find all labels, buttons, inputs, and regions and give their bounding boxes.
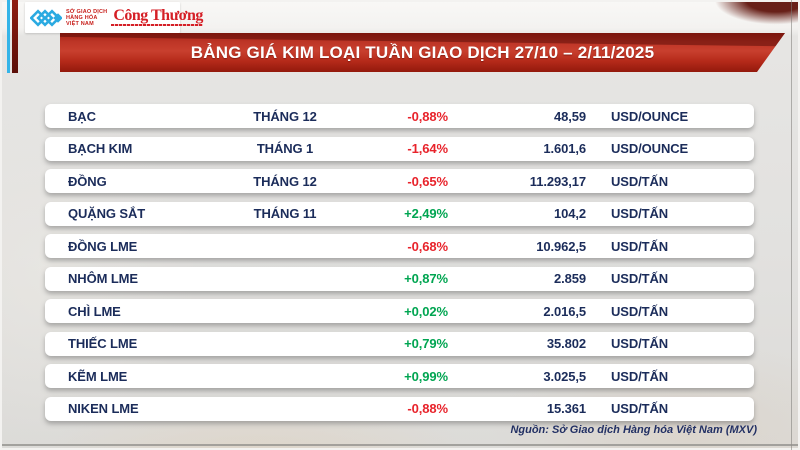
left-cyan-stripe <box>7 0 10 73</box>
price-unit: USD/OUNCE <box>611 141 689 156</box>
price-value: 1.601,6 <box>543 141 586 156</box>
percent-change: +0,87% <box>404 271 448 286</box>
mxv-text-line3: VIỆT NAM <box>66 20 94 27</box>
price-value: 35.802 <box>546 336 586 351</box>
table-row: BẠCH KIM THÁNG 1 -1,64% 1.601,6 USD/OUNC… <box>45 136 754 161</box>
table-row: THIẾC LME +0,79% 35.802 USD/TẤN <box>45 331 754 356</box>
percent-change: -0,88% <box>407 108 448 124</box>
percent-change: -0,68% <box>407 238 448 254</box>
congthuong-logo: Công Thương <box>111 7 203 26</box>
percent-change: +0,02% <box>404 303 448 319</box>
percent-change: -0,88% <box>407 401 448 416</box>
percent-change: +2,49% <box>404 206 448 221</box>
metal-name: ĐỒNG LME <box>68 238 138 254</box>
price-unit: USD/TẤN <box>611 401 669 416</box>
metal-name: ĐỒNG <box>68 173 107 189</box>
table-row: NIKEN LME -0,88% 15.361 USD/TẤN <box>45 396 754 421</box>
price-value: 3.025,5 <box>543 368 586 384</box>
table-row: KẼM LME +0,99% 3.025,5 USD/TẤN <box>45 364 754 388</box>
frame-right-line <box>791 0 792 450</box>
mxv-text-line1: SỞ GIAO DỊCH <box>66 8 108 15</box>
metal-name: THIẾC LME <box>68 336 138 351</box>
mxv-logo-text: SỞ GIAO DỊCH HÀNG HÓA VIỆT NAM <box>66 9 107 27</box>
table-row: ĐỒNG LME -0,68% 10.962,5 USD/TẤN <box>45 234 754 258</box>
metal-name: KẼM LME <box>68 368 128 384</box>
left-red-stripe <box>12 0 18 73</box>
metal-name: BẠCH KIM <box>68 141 133 156</box>
mxv-text-line2: HÀNG HÓA <box>66 14 98 21</box>
mxv-logo-icon <box>30 8 62 27</box>
price-unit: USD/TẤN <box>611 173 669 189</box>
contract-month: THÁNG 11 <box>253 206 317 221</box>
contract-month: THÁNG 12 <box>253 173 317 189</box>
congthuong-wordmark: Công Thương <box>113 7 203 24</box>
table-row: ĐỒNG THÁNG 12 -0,65% 11.293,17 USD/TẤN <box>45 169 754 193</box>
title-banner: BẢNG GIÁ KIM LOẠI TUẦN GIAO DỊCH 27/10 –… <box>60 33 785 72</box>
congthuong-tagline <box>111 24 203 26</box>
price-value: 15.361 <box>546 401 586 416</box>
price-unit: USD/TẤN <box>611 206 669 221</box>
price-unit: USD/TẤN <box>611 368 669 384</box>
percent-change: -1,64% <box>407 141 448 156</box>
price-value: 48,59 <box>553 108 586 124</box>
price-unit: USD/TẤN <box>611 238 669 254</box>
price-unit: USD/TẤN <box>611 303 669 319</box>
metal-name: CHÌ LME <box>68 303 121 319</box>
price-value: 2.859 <box>553 271 586 286</box>
price-value: 104,2 <box>553 206 586 221</box>
metal-name: NHÔM LME <box>68 271 138 286</box>
price-unit: USD/OUNCE <box>611 108 689 124</box>
metal-name: QUẶNG SẮT <box>68 206 146 221</box>
source-credit: Nguồn: Sở Giao dịch Hàng hóa Việt Nam (M… <box>510 424 757 436</box>
table-row: QUẶNG SẮT THÁNG 11 +2,49% 104,2 USD/TẤN <box>45 201 754 226</box>
price-unit: USD/TẤN <box>611 271 669 286</box>
price-value: 11.293,17 <box>529 173 586 189</box>
contract-month: THÁNG 1 <box>256 141 314 156</box>
table-row: BẠC THÁNG 12 -0,88% 48,59 USD/OUNCE <box>45 104 754 128</box>
percent-change: -0,65% <box>407 173 448 189</box>
price-value: 2.016,5 <box>543 303 586 319</box>
price-unit: USD/TẤN <box>611 336 669 351</box>
metal-name: BẠC <box>68 108 96 124</box>
frame-bottom-line <box>2 444 798 446</box>
table-row: NHÔM LME +0,87% 2.859 USD/TẤN <box>45 266 754 291</box>
price-value: 10.962,5 <box>536 238 586 254</box>
publisher-logos: SỞ GIAO DỊCH HÀNG HÓA VIỆT NAM Công Thươ… <box>25 2 203 33</box>
percent-change: +0,79% <box>404 336 448 351</box>
metal-name: NIKEN LME <box>68 401 139 416</box>
page-title: BẢNG GIÁ KIM LOẠI TUẦN GIAO DỊCH 27/10 –… <box>190 43 655 62</box>
price-table: BẠC THÁNG 12 -0,88% 48,59 USD/OUNCE BẠCH… <box>45 104 754 429</box>
percent-change: +0,99% <box>404 368 448 384</box>
table-row: CHÌ LME +0,02% 2.016,5 USD/TẤN <box>45 299 754 323</box>
contract-month: THÁNG 12 <box>253 108 317 124</box>
